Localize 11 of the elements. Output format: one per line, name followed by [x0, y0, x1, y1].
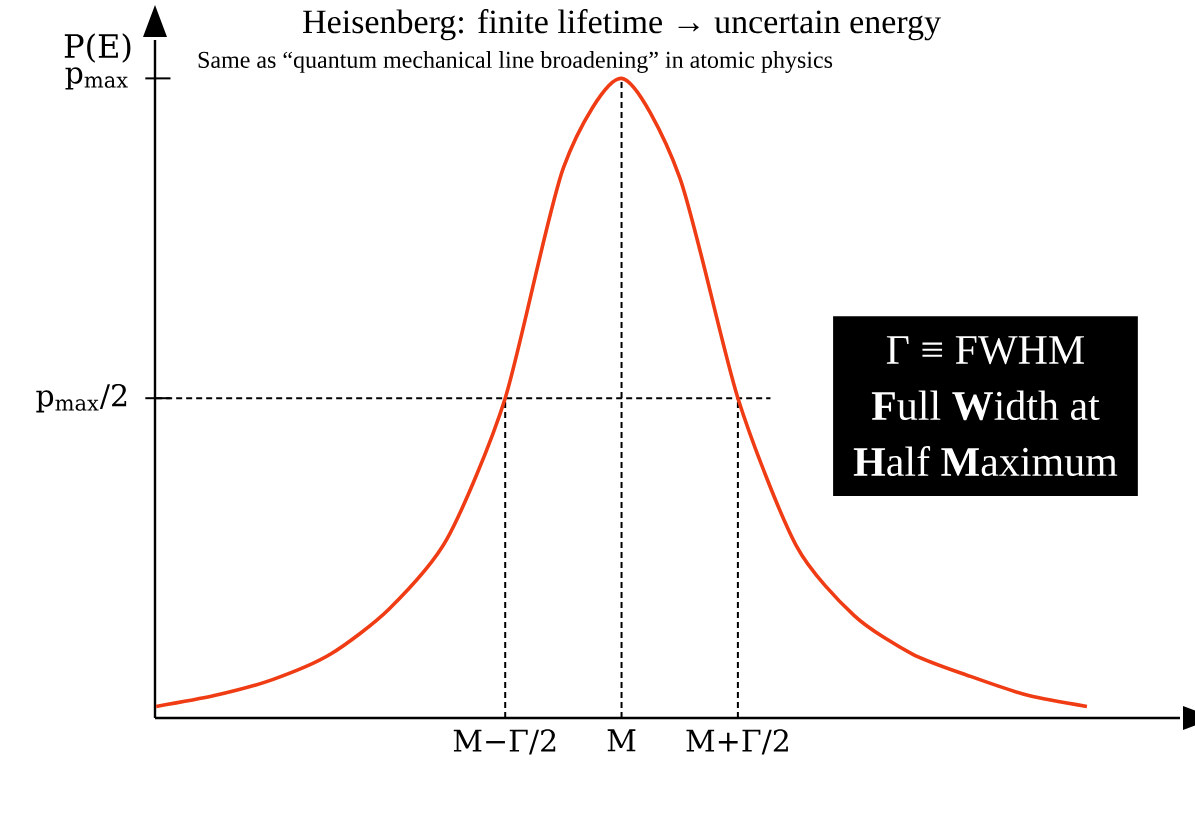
annotation: Γ ≡ FWHM	[886, 336, 1084, 365]
chart-title: Heisenberg: finite lifetime → uncertain energy	[303, 9, 941, 41]
ref-line-label: p$_{max}$/2	[36, 383, 127, 413]
x-tick-label: M−Γ/2	[453, 729, 556, 755]
annotation: Half Maximum	[853, 446, 1118, 477]
annotation: p$_{max}$	[65, 67, 128, 90]
y-axis-title: P(E)	[64, 33, 131, 63]
x-tick-label: M+Γ/2	[686, 729, 788, 755]
annotation: Full Width at	[871, 390, 1100, 421]
x-tick-label: M	[607, 729, 636, 752]
chart-subtitle: Same as “quantum mechanical line broadening” in atomic physics	[198, 51, 833, 73]
